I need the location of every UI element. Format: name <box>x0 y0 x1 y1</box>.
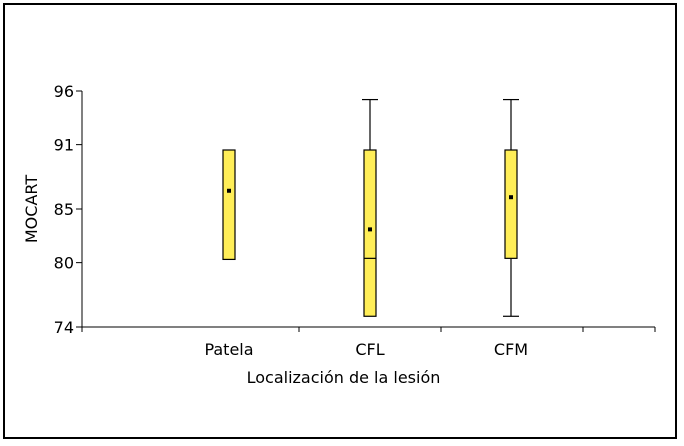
chart-frame: 74 80 85 91 96 Patela CFL CFM Localización de la… <box>3 3 677 439</box>
x-axis-title: Localización de la lesión <box>247 368 441 387</box>
box-group-patela <box>222 149 236 261</box>
box <box>222 149 236 261</box>
box <box>363 149 377 317</box>
mean-marker <box>227 188 231 193</box>
x-tick-label: CFM <box>494 340 528 359</box>
box <box>504 149 518 259</box>
box-group-cfm <box>503 98 519 317</box>
y-tick-label: 91 <box>54 136 74 155</box>
box-group-cfl <box>362 98 378 317</box>
mean-marker <box>509 195 513 200</box>
y-tick-label: 96 <box>54 82 74 101</box>
y-tick-label: 80 <box>54 254 74 273</box>
x-tick-label: CFL <box>355 340 384 359</box>
y-tick-label: 85 <box>54 200 74 219</box>
labels: 74 80 85 91 96 Patela CFL CFM Localización de la… <box>22 82 528 387</box>
x-tick-label: Patela <box>204 340 253 359</box>
mean-marker <box>368 227 372 232</box>
boxes <box>222 98 519 317</box>
axes <box>76 90 656 332</box>
y-axis-title: MOCART <box>22 175 41 243</box>
y-tick-label: 74 <box>54 318 74 337</box>
boxplot-chart: 74 80 85 91 96 Patela CFL CFM Localización de la… <box>22 82 656 387</box>
